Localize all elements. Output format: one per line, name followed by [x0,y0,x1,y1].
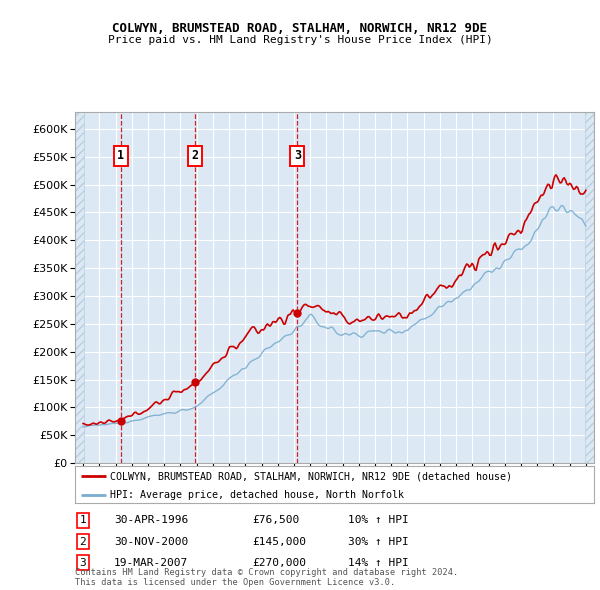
Text: HPI: Average price, detached house, North Norfolk: HPI: Average price, detached house, Nort… [110,490,404,500]
Text: 30-APR-1996: 30-APR-1996 [114,516,188,525]
Text: 30% ↑ HPI: 30% ↑ HPI [348,537,409,546]
Text: COLWYN, BRUMSTEAD ROAD, STALHAM, NORWICH, NR12 9DE: COLWYN, BRUMSTEAD ROAD, STALHAM, NORWICH… [113,22,487,35]
Text: £76,500: £76,500 [252,516,299,525]
Text: 30-NOV-2000: 30-NOV-2000 [114,537,188,546]
Text: Contains HM Land Registry data © Crown copyright and database right 2024.
This d: Contains HM Land Registry data © Crown c… [75,568,458,587]
Text: COLWYN, BRUMSTEAD ROAD, STALHAM, NORWICH, NR12 9DE (detached house): COLWYN, BRUMSTEAD ROAD, STALHAM, NORWICH… [110,471,512,481]
Text: 3: 3 [294,149,301,162]
Text: 2: 2 [79,537,86,546]
Text: 19-MAR-2007: 19-MAR-2007 [114,558,188,568]
Text: 14% ↑ HPI: 14% ↑ HPI [348,558,409,568]
Text: 2: 2 [192,149,199,162]
Text: £270,000: £270,000 [252,558,306,568]
Text: 1: 1 [118,149,124,162]
Text: Price paid vs. HM Land Registry's House Price Index (HPI): Price paid vs. HM Land Registry's House … [107,35,493,45]
Text: 10% ↑ HPI: 10% ↑ HPI [348,516,409,525]
Bar [75,112,85,463]
Text: 1: 1 [79,516,86,525]
Bar [584,112,594,463]
Text: 3: 3 [79,558,86,568]
Text: £145,000: £145,000 [252,537,306,546]
